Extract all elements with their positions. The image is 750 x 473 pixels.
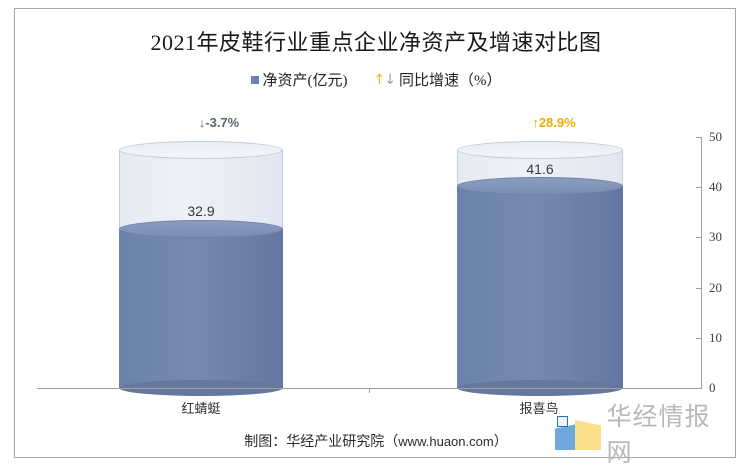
- growth-label-0: ↓-3.7%: [198, 115, 240, 130]
- x-tick-mid: [369, 388, 370, 393]
- x-axis-label-0: 红蜻蜓: [181, 401, 221, 416]
- huaon-logo-icon: [555, 416, 601, 450]
- growth-label-1: ↑28.9%: [532, 115, 576, 130]
- legend-item-net-assets[interactable]: 净资产(亿元): [250, 69, 348, 90]
- bar-cylinder-1[interactable]: 41.6: [457, 141, 623, 396]
- chart-frame: 2021年皮鞋行业重点企业净资产及增速对比图 净资产(亿元) ↑↓ 同比增速（%…: [14, 8, 737, 467]
- cylinder-fill-0: [119, 229, 283, 388]
- arrow-updown-icon: ↑↓: [373, 71, 396, 88]
- y-axis-label-20: 20: [709, 280, 722, 295]
- footer-url[interactable]: www.huaon.com: [398, 434, 494, 449]
- cylinder-fill-1: [457, 186, 623, 388]
- y-tick-30: [696, 237, 702, 238]
- cylinder-top-ellipse-1: [457, 141, 623, 159]
- watermark: 华经情报网: [555, 397, 735, 469]
- y-axis-label-30: 30: [709, 229, 722, 244]
- y-tick-50: [696, 137, 702, 138]
- y-tick-0: [696, 388, 702, 389]
- watermark-text: 华经情报网: [606, 404, 711, 467]
- cylinder-top-ellipse-0: [119, 141, 283, 159]
- value-label-1: 41.6: [526, 161, 554, 177]
- legend-label-net-assets: 净资产(亿元): [262, 73, 348, 89]
- chart-legend: 净资产(亿元) ↑↓ 同比增速（%）: [15, 69, 737, 90]
- y-axis-label-0: 0: [709, 380, 716, 395]
- footer-credit: 制图：华经产业研究院（www.huaon.com）: [15, 431, 737, 451]
- cylinder-fill-top-ellipse-0: [119, 220, 283, 238]
- footer-credit-text: 制图：华经产业研究院（: [244, 435, 399, 450]
- value-label-0: 32.9: [187, 203, 215, 219]
- plot-area: ↓-3.7% 32.9 ↑28.9% 41.6: [15, 9, 737, 459]
- chart-title: 2021年皮鞋行业重点企业净资产及增速对比图: [150, 30, 602, 55]
- y-axis-label-50: 50: [709, 129, 722, 144]
- bar-cylinder-0[interactable]: 32.9: [119, 141, 283, 396]
- y-tick-20: [696, 288, 702, 289]
- y-axis-line: [701, 137, 702, 389]
- legend-item-growth-rate[interactable]: ↑↓ 同比增速（%）: [374, 69, 502, 90]
- footer-credit-tail: ）: [493, 435, 508, 450]
- square-swatch-icon: [250, 75, 259, 84]
- y-axis-label-10: 10: [709, 330, 722, 345]
- x-axis-label-1: 报喜鸟: [519, 401, 559, 416]
- legend-label-growth-rate: 同比增速（%）: [398, 73, 502, 89]
- y-tick-40: [696, 187, 702, 188]
- y-axis-label-40: 40: [709, 179, 722, 194]
- cylinder-fill-top-ellipse-1: [457, 177, 623, 195]
- y-tick-10: [696, 338, 702, 339]
